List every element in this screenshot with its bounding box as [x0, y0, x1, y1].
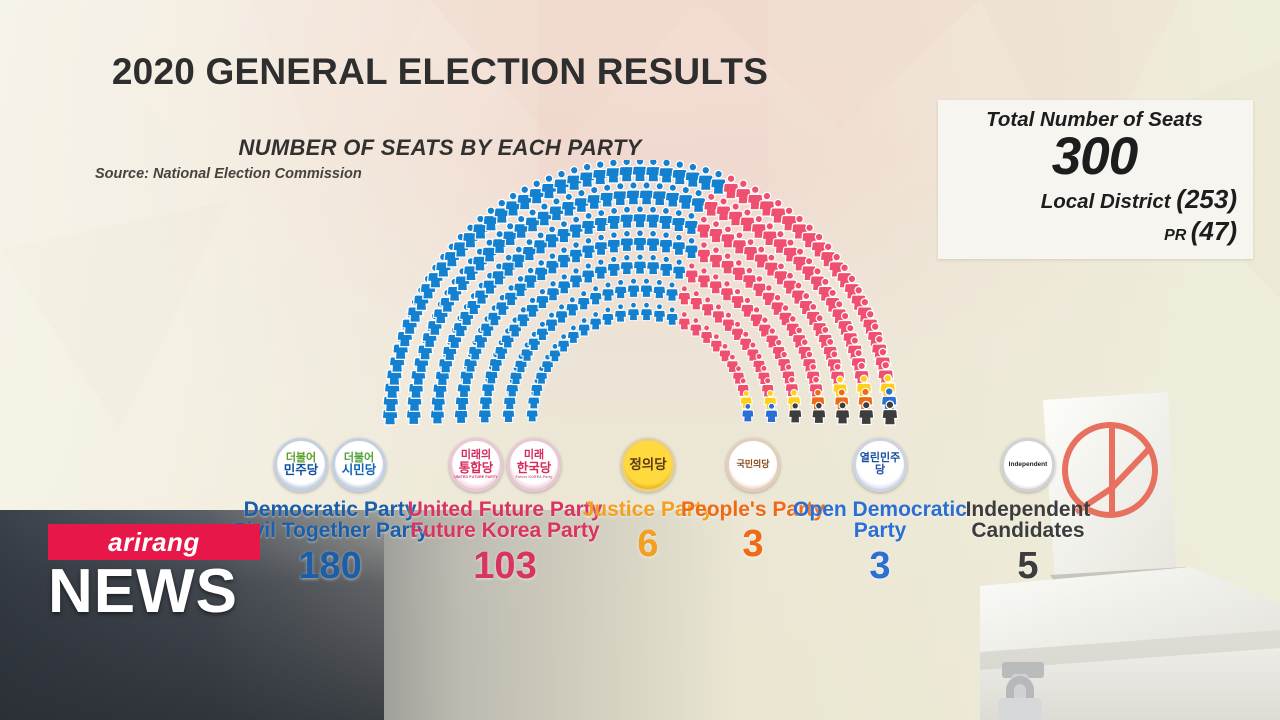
party-name: Civil Together Party	[231, 519, 429, 543]
party-seat-count: 3	[742, 523, 764, 566]
legend-party-peoples[interactable]: 국민의당 People's Party 3	[653, 437, 853, 563]
emblem-text-bottom: 민주당	[283, 463, 319, 478]
party-name: Independent Candidates	[965, 498, 1091, 543]
party-emblems: 국민의당	[653, 437, 853, 493]
party-emblem-civil-together: 더불어 시민당	[332, 438, 386, 492]
total-seats-box: Total Number of Seats 300 Local District…	[938, 100, 1253, 259]
party-name: Future Korea Party	[410, 519, 600, 543]
party-emblems: Independent	[928, 437, 1128, 493]
party-seat-count: 3	[869, 544, 891, 587]
pr-label: PR	[1164, 226, 1187, 244]
party-name: United Future Party	[407, 498, 603, 521]
local-district-value: (253)	[1176, 183, 1237, 214]
emblem-text-bottom: 한국당	[516, 460, 552, 475]
legend-party-open-democratic[interactable]: 열린민주당 Open Democratic Party 3	[780, 437, 980, 585]
party-legend: 더불어 민주당 더불어 시민당 Democratic Party Civil Togeth…	[0, 437, 1280, 687]
party-name: Democratic Party	[243, 498, 417, 521]
source-credit: Source: National Election Commission	[95, 166, 362, 182]
emblem-text-bottom: 통합당	[458, 460, 494, 475]
party-seat-count: 103	[473, 544, 537, 587]
emblem-text-bottom: 정의당	[629, 456, 667, 472]
party-emblem-united-future: 미래의 통합당 UNITED FUTURE PARTY	[449, 438, 503, 492]
pr-value: (47)	[1190, 215, 1237, 246]
emblem-text-latin: Future KOREA Party	[515, 475, 553, 480]
party-emblem-justice: 정의당	[621, 438, 675, 492]
emblem-text-bottom: 열린민주당	[859, 452, 901, 476]
party-seat-count: 6	[637, 523, 659, 566]
party-emblem-peoples: 국민의당	[726, 438, 780, 492]
party-emblem-future-korea: 미래 한국당 Future KOREA Party	[507, 438, 561, 492]
parliament-arc-chart	[381, 160, 899, 426]
emblem-text-top: 더불어	[285, 451, 317, 464]
party-seat-count: 5	[1017, 544, 1039, 587]
emblem-text-bottom: 시민당	[341, 463, 377, 478]
legend-party-united-future[interactable]: 미래의 통합당 UNITED FUTURE PARTY 미래 한국당 Future KOR…	[405, 437, 605, 585]
party-emblems: 정의당	[548, 437, 748, 493]
emblem-text-top: 미래의	[460, 449, 492, 462]
total-seats-value: 300	[1051, 127, 1138, 186]
legend-party-justice[interactable]: 정의당 Justice Party 6	[548, 437, 748, 563]
emblem-text-bottom: Independent	[1008, 460, 1048, 468]
legend-party-independent[interactable]: Independent Independent Candidates 5	[928, 437, 1128, 585]
ballot-box-illustration	[980, 392, 1280, 720]
total-seats-label: Total Number of Seats	[986, 108, 1203, 131]
party-emblem-open-democratic: 열린민주당	[853, 438, 907, 492]
local-district-row: Local District (253)	[952, 184, 1237, 215]
news-wordmark: NEWS	[48, 557, 238, 626]
emblem-text-top: 더불어	[343, 451, 375, 464]
emblem-text-top: 미래	[523, 449, 545, 462]
party-emblems: 더불어 민주당 더불어 시민당	[230, 437, 430, 493]
page-subtitle: NUMBER OF SEATS BY EACH PARTY	[238, 135, 642, 160]
party-emblem-democratic: 더불어 민주당	[274, 438, 328, 492]
arirang-news-logo: arirang NEWS	[48, 524, 260, 622]
party-emblems: 열린민주당	[780, 437, 980, 493]
legend-party-democratic[interactable]: 더불어 민주당 더불어 시민당 Democratic Party Civil Togeth…	[230, 437, 430, 585]
party-seat-count: 180	[298, 544, 362, 587]
party-emblem-independent: Independent	[1001, 438, 1055, 492]
party-name: People's Party	[681, 498, 825, 521]
local-district-label: Local District	[1040, 189, 1171, 213]
party-name: Justice Party	[582, 498, 714, 521]
emblem-text-latin: UNITED FUTURE PARTY	[454, 475, 498, 480]
arirang-wordmark: arirang	[48, 524, 260, 560]
party-emblems: 미래의 통합당 UNITED FUTURE PARTY 미래 한국당 Future KOR…	[405, 437, 605, 493]
pr-row: PR (47)	[952, 216, 1237, 247]
emblem-text-bottom: 국민의당	[736, 459, 770, 470]
party-name: Open Democratic Party	[793, 498, 967, 543]
page-title: 2020 GENERAL ELECTION RESULTS	[111, 51, 769, 92]
